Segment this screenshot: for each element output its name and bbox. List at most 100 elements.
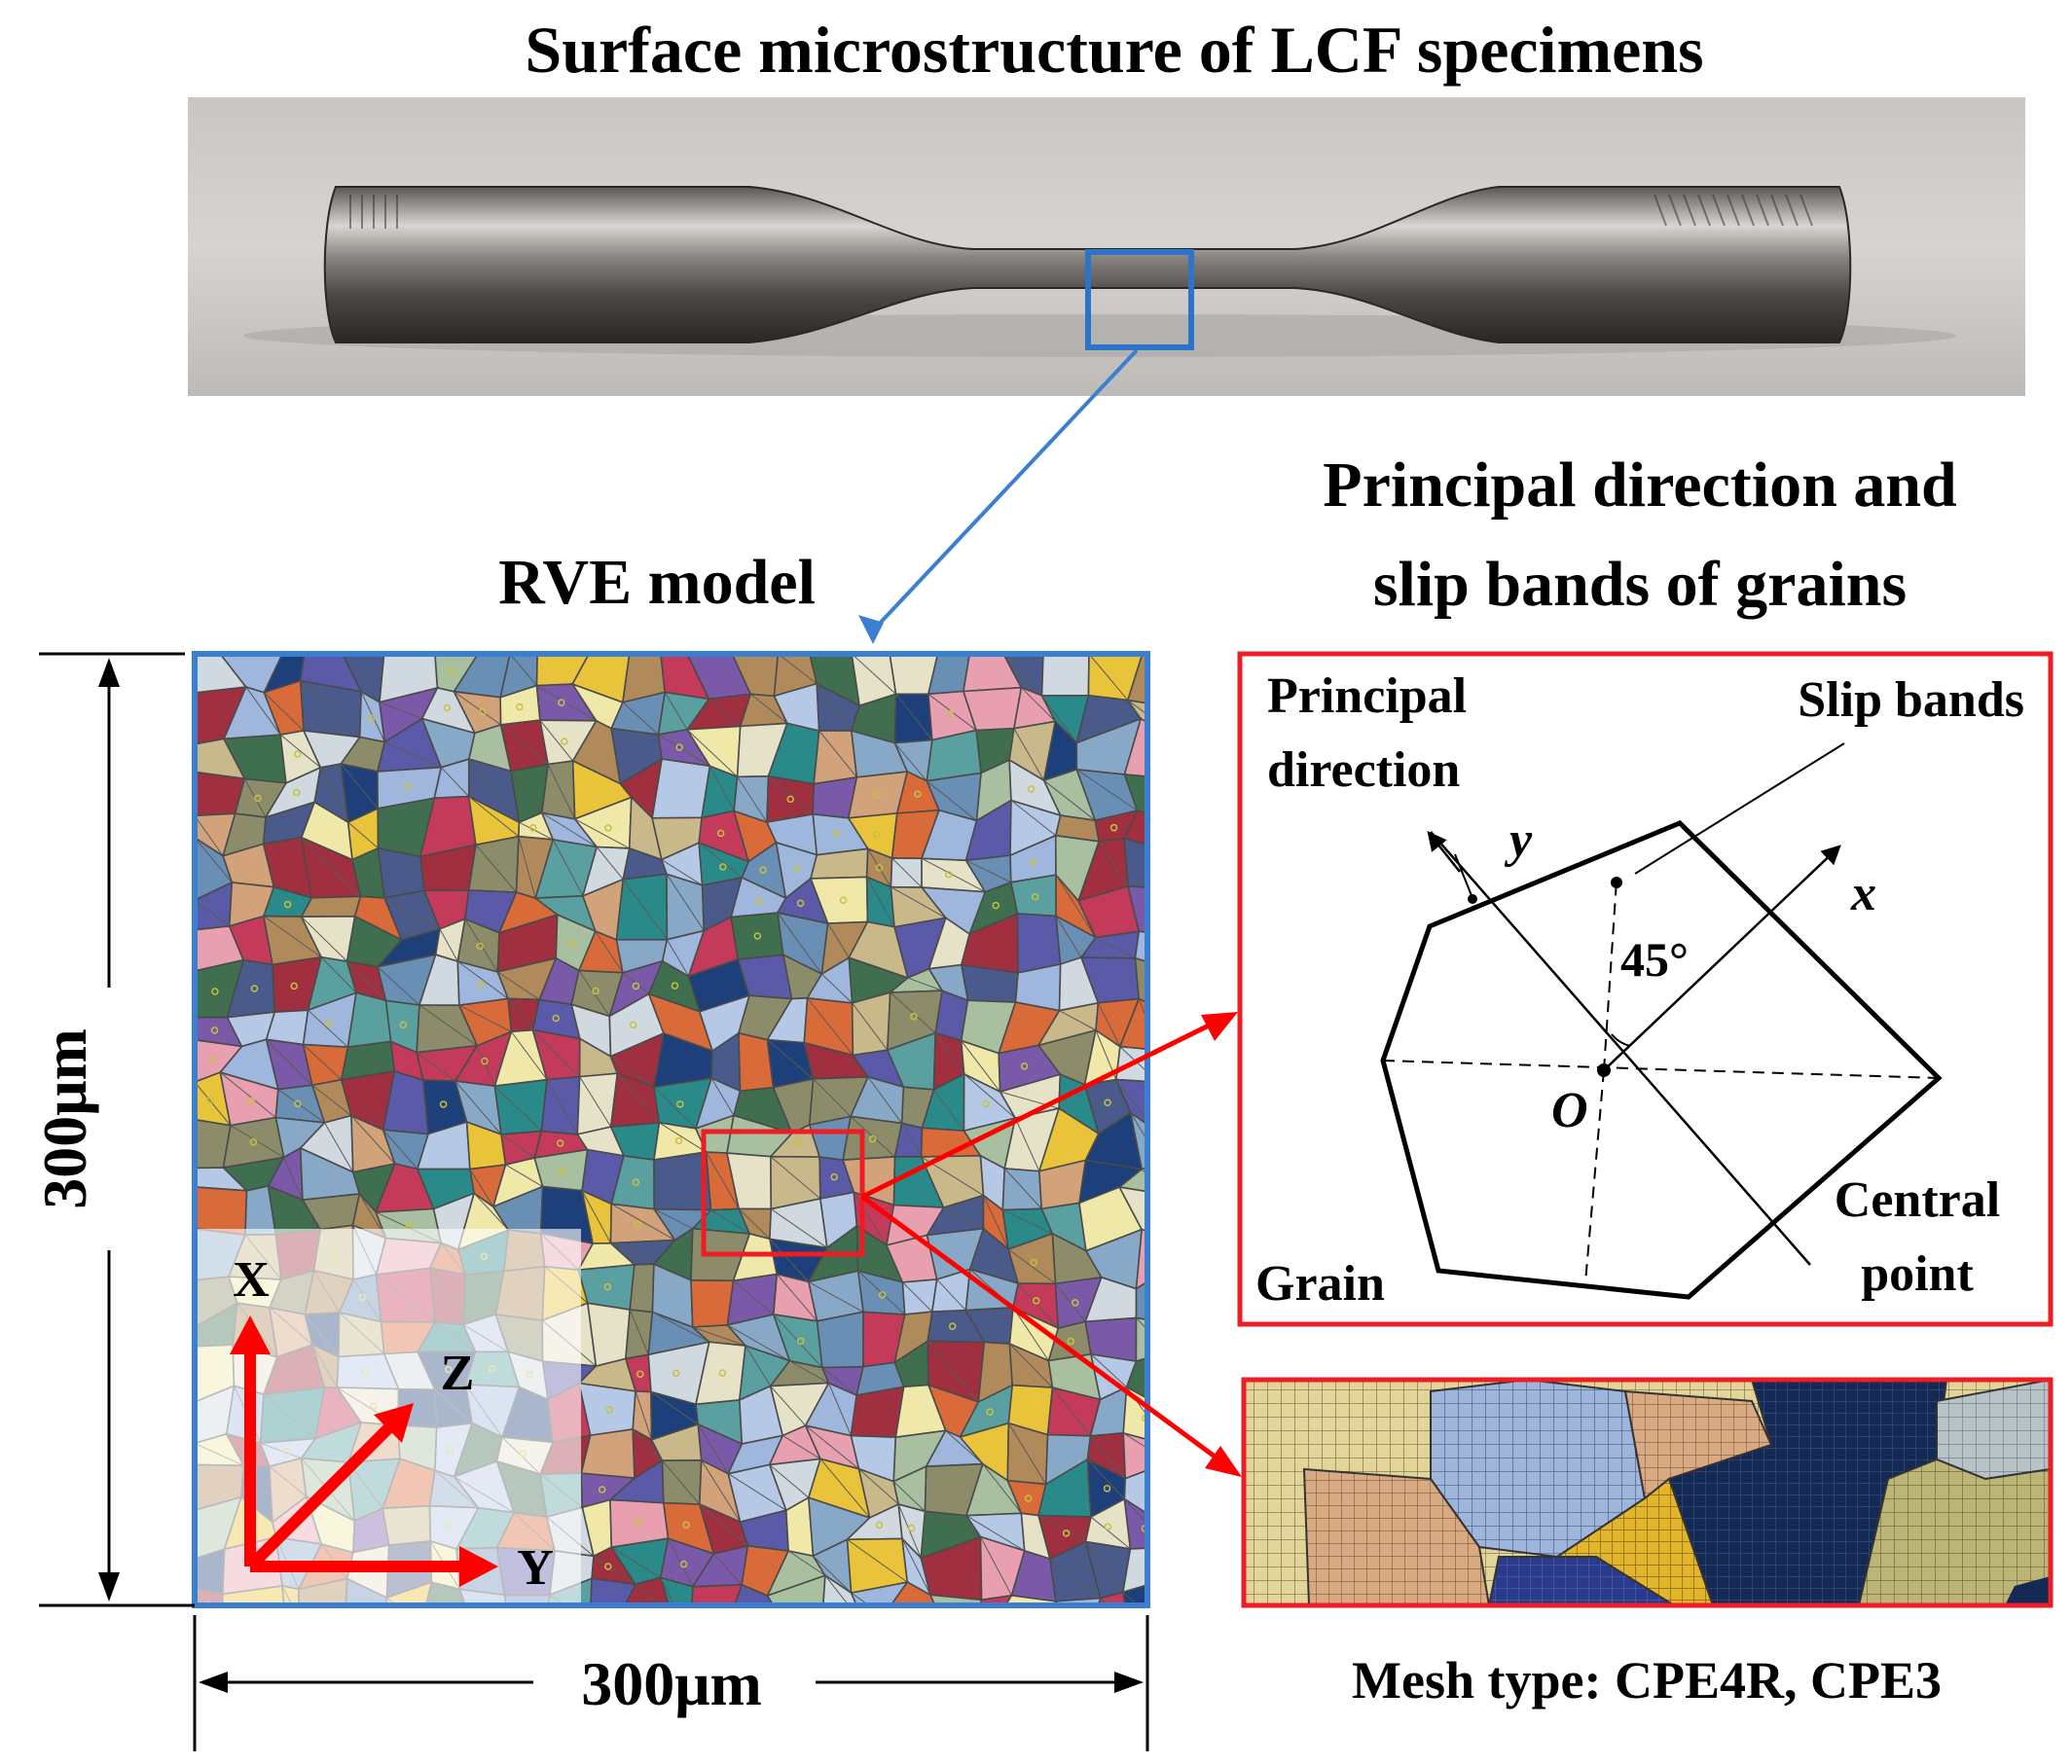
mesh-line xyxy=(653,1086,697,1130)
mesh-line xyxy=(770,1208,828,1248)
mesh-line xyxy=(347,1046,395,1072)
grain-center-marker xyxy=(796,899,805,908)
grain-cell xyxy=(586,1302,632,1368)
mesh-line xyxy=(778,654,818,685)
grain-center-marker xyxy=(441,1642,447,1648)
mesh-line xyxy=(975,730,1010,761)
grain-center-marker xyxy=(556,1139,564,1147)
mesh-line xyxy=(737,776,768,823)
mesh-line xyxy=(927,780,977,821)
mesh-line xyxy=(266,1038,313,1086)
mesh-line xyxy=(1090,1353,1127,1388)
grain-center-marker xyxy=(634,1220,642,1228)
angle-arc xyxy=(1611,1033,1631,1047)
mesh-line xyxy=(733,1279,775,1315)
mesh-line xyxy=(301,916,347,962)
grain-center-marker xyxy=(211,988,219,995)
mesh-line xyxy=(891,886,947,918)
mesh-line xyxy=(509,654,537,686)
mesh-line xyxy=(457,960,509,999)
mesh-line xyxy=(1090,1516,1131,1550)
mesh-line xyxy=(319,767,349,823)
grain-cell xyxy=(1163,1346,1207,1407)
grain-center-marker xyxy=(1184,753,1190,759)
slip-bands-leader xyxy=(1634,742,1845,875)
mesh-line xyxy=(497,971,540,1000)
grain-cell xyxy=(195,1618,235,1666)
central-point-dot xyxy=(1597,1063,1611,1077)
grain-cell xyxy=(842,1115,903,1162)
mesh-line xyxy=(532,1029,580,1077)
y-axis-arrow xyxy=(1427,831,1461,873)
mesh-line xyxy=(890,991,936,1034)
grain-center-marker xyxy=(1029,858,1037,866)
grain-center-marker xyxy=(1182,1174,1188,1180)
grain-center-marker xyxy=(294,1099,302,1108)
grain-diagram-frame xyxy=(1237,651,2054,1327)
mesh-line xyxy=(945,1429,984,1465)
mesh-line xyxy=(858,704,895,743)
mesh-line xyxy=(902,1281,933,1313)
grain-cell xyxy=(884,1615,948,1666)
grain-center-marker xyxy=(632,982,640,990)
mesh-line xyxy=(666,874,705,931)
grain-cell xyxy=(1009,874,1057,918)
central-point-label-2: point xyxy=(1861,1246,1974,1302)
grain-cell xyxy=(590,1577,637,1605)
grain-center-marker xyxy=(794,1138,802,1147)
mesh-line xyxy=(552,839,584,897)
mesh-line xyxy=(936,1278,966,1312)
origin-label: O xyxy=(1551,1083,1588,1138)
mesh-line xyxy=(652,1312,709,1343)
mesh-line xyxy=(963,1073,1016,1119)
mesh-line xyxy=(632,1428,663,1461)
mesh-line xyxy=(320,956,357,993)
mesh-line xyxy=(851,654,896,695)
mesh-line xyxy=(286,1623,301,1666)
grain-center-marker xyxy=(872,830,881,839)
mesh-line xyxy=(1059,1010,1097,1031)
grain-center-marker xyxy=(1180,1144,1185,1150)
mesh-line xyxy=(1007,1248,1056,1284)
mesh-line xyxy=(819,1458,871,1519)
mesh-line xyxy=(692,1326,746,1347)
grain-cell xyxy=(691,1583,744,1605)
grain-center-marker xyxy=(477,980,485,989)
rve-grain-map xyxy=(195,654,1207,1666)
mesh-line xyxy=(1161,1164,1207,1189)
grain-cell xyxy=(300,895,362,918)
mesh-line xyxy=(622,702,659,736)
mesh-line xyxy=(468,796,520,838)
grain-cell xyxy=(222,1618,286,1666)
mesh-line xyxy=(303,1044,343,1081)
grain-center-marker xyxy=(325,1020,333,1027)
mesh-line xyxy=(668,1537,694,1588)
mesh-line xyxy=(510,1031,548,1080)
mesh-line xyxy=(901,1123,922,1158)
mesh-line xyxy=(468,758,520,823)
grain-center-marker xyxy=(592,987,600,995)
mesh-line xyxy=(738,1208,771,1240)
mesh-line xyxy=(1076,769,1138,811)
grain-center-marker xyxy=(671,982,679,990)
grain-center-marker xyxy=(914,790,922,798)
mesh-line xyxy=(745,1345,772,1386)
grain-center-marker xyxy=(719,863,727,871)
mesh-line xyxy=(686,729,738,777)
mesh-line xyxy=(384,741,442,769)
grain-cell xyxy=(1114,1078,1147,1126)
grain-center-marker xyxy=(479,707,487,716)
mesh-line xyxy=(710,1209,750,1235)
grain-cell xyxy=(1169,1547,1207,1588)
mesh-line xyxy=(324,1122,354,1173)
grain-cell xyxy=(1162,654,1207,705)
grain-cell xyxy=(850,1386,905,1438)
grain-cell xyxy=(1040,654,1090,697)
grain-cell xyxy=(1155,1131,1207,1165)
mesh-line xyxy=(965,1515,1026,1552)
mesh-line xyxy=(581,1190,611,1243)
mesh-line xyxy=(475,845,517,893)
mesh-line xyxy=(767,1039,814,1080)
mesh-caption: Mesh type: CPE4R, CPE3 xyxy=(1352,1651,1942,1710)
